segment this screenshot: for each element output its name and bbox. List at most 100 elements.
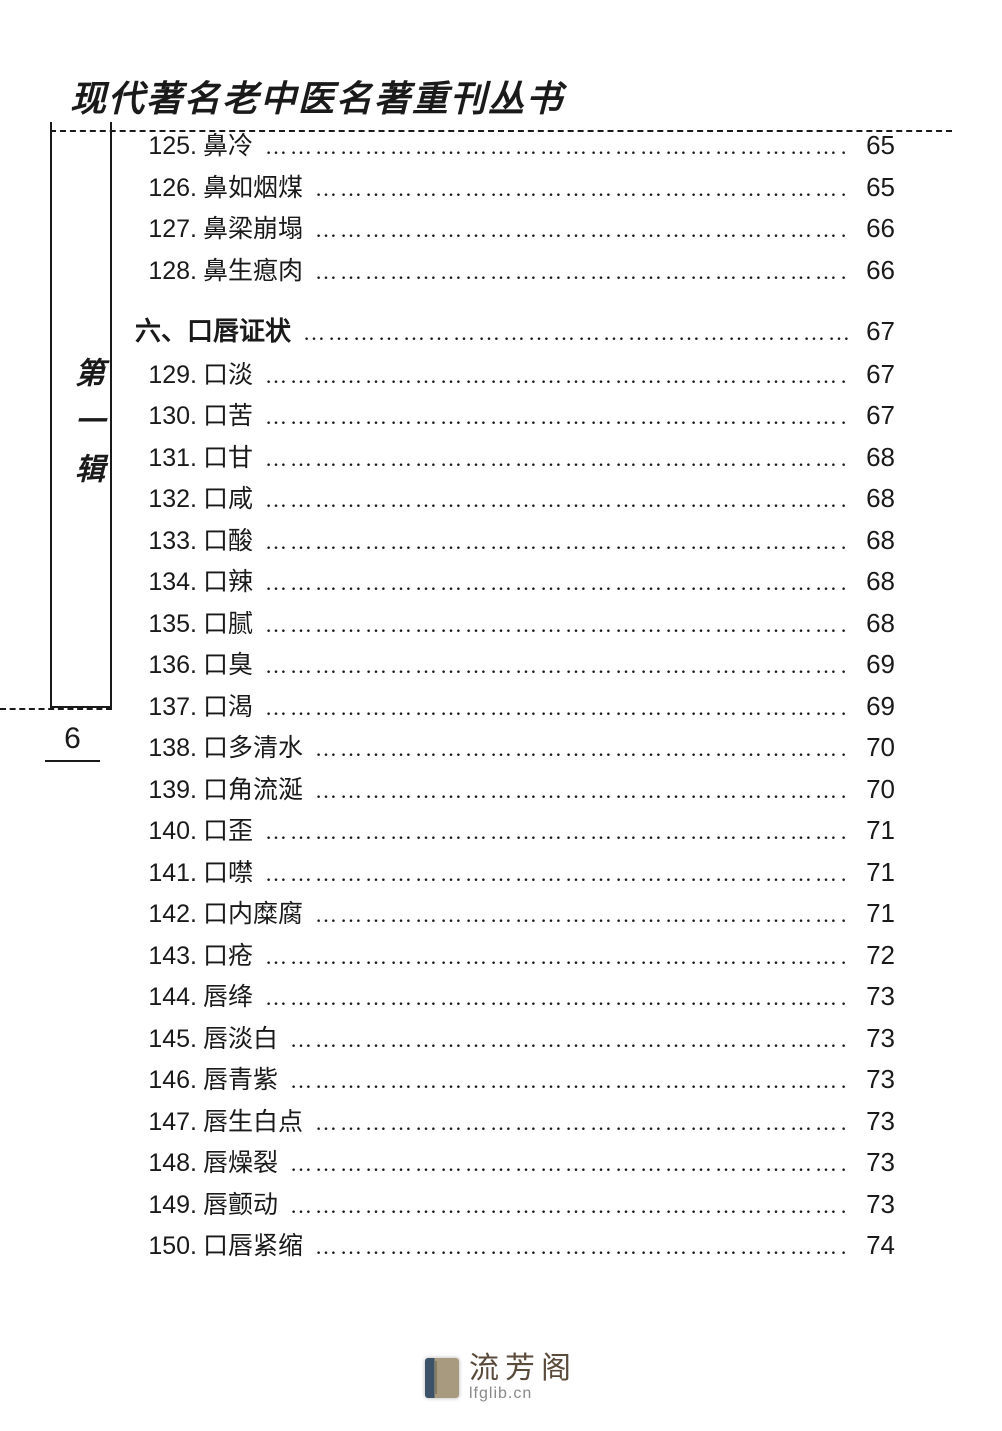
toc-entry: 127.鼻梁崩塌 ……………………………………………………………………………………… <box>135 215 895 242</box>
toc-entry: 147.唇生白点 ……………………………………………………………………………………… <box>135 1108 895 1135</box>
footer-site-url: lfglib.cn <box>469 1385 532 1403</box>
toc-dot-leader: …………………………………………………………………………………………………………… <box>315 219 849 241</box>
toc-entry-page: 68 <box>857 568 895 594</box>
toc-entry-title: 唇淡白 <box>203 1027 278 1052</box>
toc-entry-title: 鼻如烟煤 <box>203 176 303 201</box>
toc-entry: 132.口咸 …………………………………………………………………………………………… <box>135 485 895 512</box>
toc-dot-leader: …………………………………………………………………………………………………………… <box>265 987 849 1009</box>
book-icon <box>425 1358 459 1398</box>
toc-dot-leader: …………………………………………………………………………………………………………… <box>315 780 849 802</box>
toc-dot-leader: …………………………………………………………………………………………………………… <box>315 738 849 760</box>
toc-entry: 130.口苦…………………………………………………………………………………………… <box>135 402 895 429</box>
side-dashed-rule <box>0 708 112 710</box>
toc-dot-leader: …………………………………………………………………………………………………………… <box>290 1029 849 1051</box>
toc-entry: 144.唇绛 …………………………………………………………………………………………… <box>135 983 895 1010</box>
toc-entry: 139.口角流涎……………………………………………………………………………………… <box>135 776 895 803</box>
toc-entry-title: 唇颤动 <box>203 1193 278 1218</box>
toc-entry: 146.唇青紫………………………………………………………………………………………… <box>135 1066 895 1093</box>
toc-entry: 126.鼻如烟煤……………………………………………………………………………………… <box>135 174 895 201</box>
toc-entry: 128.鼻生瘜肉……………………………………………………………………………………… <box>135 257 895 284</box>
toc-dot-leader: …………………………………………………………………………………………………………… <box>265 946 849 968</box>
toc-entry-number: 140. <box>135 819 197 844</box>
toc-entry-page: 70 <box>857 776 895 802</box>
toc-dot-leader: …………………………………………………………………………………………………………… <box>290 1070 849 1092</box>
toc-entry-page: 73 <box>857 983 895 1009</box>
toc-entry-title: 口噤 <box>203 861 253 886</box>
toc-entry-title: 唇绛 <box>203 985 253 1010</box>
toc-entry-number: 135. <box>135 612 197 637</box>
toc-entry-title: 口咸 <box>203 487 253 512</box>
toc-entry-page: 69 <box>857 693 895 719</box>
toc-dot-leader: …………………………………………………………………………………………………………… <box>290 1153 849 1175</box>
toc-entry-number: 133. <box>135 529 197 554</box>
toc-entry: 143.口疮 …………………………………………………………………………………………… <box>135 942 895 969</box>
toc-entry-number: 132. <box>135 487 197 512</box>
toc-dot-leader: …………………………………………………………………………………………………………… <box>265 572 849 594</box>
toc-dot-leader: …………………………………………………………………………………………………………… <box>315 1112 849 1134</box>
toc-entry-page: 73 <box>857 1149 895 1175</box>
toc-entry-number: 138. <box>135 736 197 761</box>
page-number-box: 6 <box>45 722 100 762</box>
toc-entry-page: 66 <box>857 215 895 241</box>
footer-text: 流芳阁 lfglib.cn <box>469 1352 577 1403</box>
toc-entry-title: 口辣 <box>203 570 253 595</box>
toc-dot-leader: …………………………………………………………………………………………………………… <box>303 322 849 344</box>
toc-dot-leader: …………………………………………………………………………………………………………… <box>265 489 849 511</box>
toc-entry-title: 口歪 <box>203 819 253 844</box>
toc-entry-number: 144. <box>135 985 197 1010</box>
toc-entry-page: 73 <box>857 1066 895 1092</box>
toc-entry-title: 鼻冷 <box>203 134 253 159</box>
toc-section-title: 六、口唇证状 <box>135 319 291 345</box>
toc-entry-title: 唇生白点 <box>203 1110 303 1135</box>
toc-entry-title: 鼻梁崩塌 <box>203 217 303 242</box>
series-title: 现代著名老中医名著重刊丛书 <box>70 70 952 122</box>
toc-entry-page: 71 <box>857 859 895 885</box>
toc-entry: 134.口辣 …………………………………………………………………………………………… <box>135 568 895 595</box>
footer: 流芳阁 lfglib.cn <box>0 1352 1002 1403</box>
toc-section-heading: 六、口唇证状 …………………………………………………………………………………………… <box>135 318 895 345</box>
toc-dot-leader: …………………………………………………………………………………………………………… <box>265 821 849 843</box>
toc-entry-page: 65 <box>857 132 895 158</box>
toc-entry: 150.口唇紧缩……………………………………………………………………………………… <box>135 1232 895 1259</box>
toc-entry: 138.口多清水 ……………………………………………………………………………………… <box>135 734 895 761</box>
toc-entry-number: 141. <box>135 861 197 886</box>
toc-entry-page: 73 <box>857 1108 895 1134</box>
toc-entry-page: 68 <box>857 527 895 553</box>
toc-dot-leader: …………………………………………………………………………………………………………… <box>265 136 849 158</box>
toc-entry-title: 口唇紧缩 <box>203 1234 303 1259</box>
volume-label: 第一辑 <box>64 357 108 501</box>
toc-entry: 135.口腻…………………………………………………………………………………………… <box>135 610 895 637</box>
toc-entry: 140.口歪 …………………………………………………………………………………………… <box>135 817 895 844</box>
toc-entry-number: 143. <box>135 944 197 969</box>
toc-entry-title: 口淡 <box>203 363 253 388</box>
toc-entry: 129.口淡…………………………………………………………………………………………… <box>135 361 895 388</box>
toc-entry: 141.口噤…………………………………………………………………………………………… <box>135 859 895 886</box>
toc-entry: 125.鼻冷 …………………………………………………………………………………………… <box>135 132 895 159</box>
toc-dot-leader: …………………………………………………………………………………………………………… <box>315 261 849 283</box>
toc-entry-number: 147. <box>135 1110 197 1135</box>
table-of-contents: 125.鼻冷 …………………………………………………………………………………………… <box>135 132 895 1274</box>
toc-entry: 149.唇颤动………………………………………………………………………………………… <box>135 1191 895 1218</box>
toc-entry-number: 125. <box>135 134 197 159</box>
toc-dot-leader: …………………………………………………………………………………………………………… <box>265 406 849 428</box>
toc-entry-title: 口臭 <box>203 653 253 678</box>
toc-dot-leader: …………………………………………………………………………………………………………… <box>315 178 849 200</box>
toc-entry-page: 68 <box>857 444 895 470</box>
toc-entry-title: 口渴 <box>203 695 253 720</box>
toc-entry-number: 127. <box>135 217 197 242</box>
toc-entry-page: 67 <box>857 361 895 387</box>
toc-entry-number: 134. <box>135 570 197 595</box>
toc-section-page: 67 <box>857 318 895 344</box>
toc-dot-leader: …………………………………………………………………………………………………………… <box>265 614 849 636</box>
toc-entry-number: 136. <box>135 653 197 678</box>
side-frame-right <box>110 122 112 708</box>
page-number: 6 <box>64 722 81 755</box>
toc-dot-leader: …………………………………………………………………………………………………………… <box>265 531 849 553</box>
toc-entry-page: 72 <box>857 942 895 968</box>
toc-entry-page: 73 <box>857 1025 895 1051</box>
toc-entry-title: 口疮 <box>203 944 253 969</box>
document-page: 现代著名老中医名著重刊丛书 第一辑 6 125.鼻冷 ……………………………………… <box>0 0 1002 1431</box>
toc-entry-title: 鼻生瘜肉 <box>203 259 303 284</box>
toc-entry-number: 129. <box>135 363 197 388</box>
toc-entry-title: 口多清水 <box>203 736 303 761</box>
